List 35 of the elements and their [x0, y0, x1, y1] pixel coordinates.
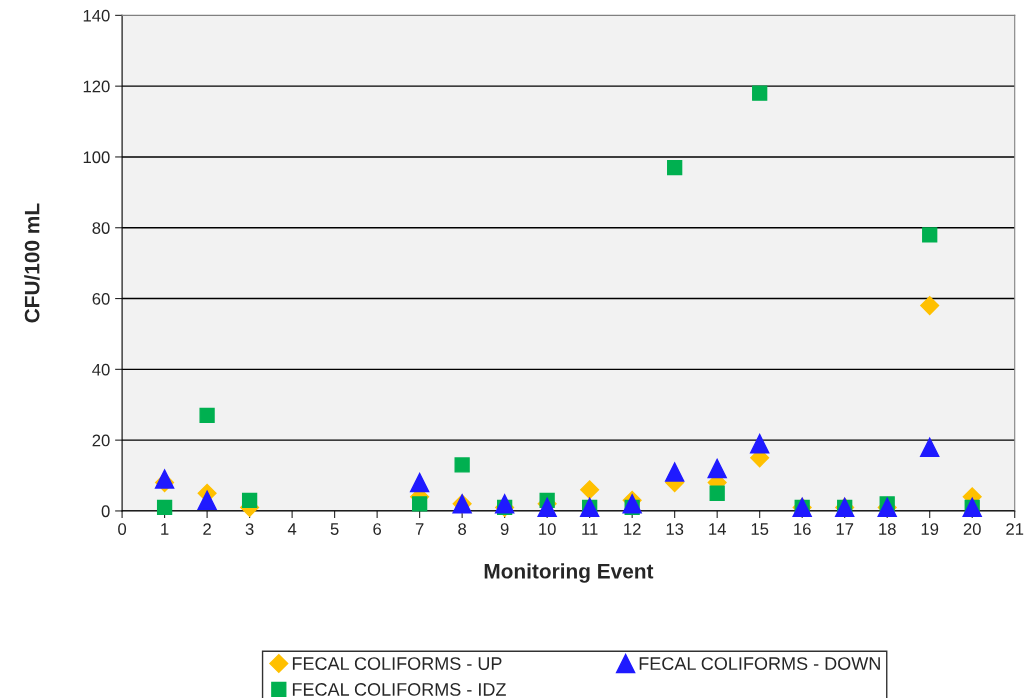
x-tick-label: 6 — [373, 523, 382, 535]
x-tick-label: 10 — [539, 523, 556, 535]
x-tick-label: 19 — [921, 523, 939, 535]
y-tick-label: 80 — [92, 222, 110, 234]
y-tick-label: 20 — [92, 434, 110, 447]
y-tick-label: 40 — [92, 363, 110, 376]
x-tick-label: 4 — [287, 523, 297, 535]
x-tick-label: 16 — [794, 523, 811, 535]
x-tick-label: 18 — [879, 523, 896, 535]
legend-label: FECAL COLIFORMS - DOWN — [639, 657, 880, 670]
y-tick-label: 140 — [83, 9, 110, 22]
x-tick-label: 11 — [582, 523, 598, 535]
x-tick-label: 5 — [330, 523, 339, 535]
x-tick-label: 14 — [709, 523, 726, 535]
y-tick-label: 120 — [83, 80, 110, 93]
x-tick-label: 20 — [963, 523, 981, 535]
x-tick-label: 17 — [836, 523, 854, 535]
x-tick-label: 0 — [118, 523, 127, 535]
legend-label: FECAL COLIFORMS - UP — [292, 657, 502, 670]
x-tick-label: 1 — [161, 523, 169, 535]
x-axis-title: Monitoring Event — [484, 563, 654, 583]
x-tick-label: 8 — [458, 523, 467, 535]
x-tick-label: 9 — [500, 523, 509, 535]
x-tick-label: 3 — [245, 523, 254, 535]
x-tick-label: 13 — [666, 523, 684, 535]
x-tick-label: 21 — [1006, 523, 1024, 535]
y-tick-label: 60 — [92, 292, 110, 305]
y-tick-label: 0 — [101, 505, 110, 518]
x-tick-label: 2 — [203, 523, 211, 535]
x-tick-label: 15 — [751, 523, 769, 535]
y-tick-label: 100 — [83, 151, 110, 164]
x-tick-label: 7 — [415, 523, 424, 535]
legend-label: FECAL COLIFORMS - IDZ — [292, 683, 506, 696]
y-axis-title: CFU/100 mL — [24, 203, 40, 323]
x-tick-label: 12 — [624, 523, 641, 535]
